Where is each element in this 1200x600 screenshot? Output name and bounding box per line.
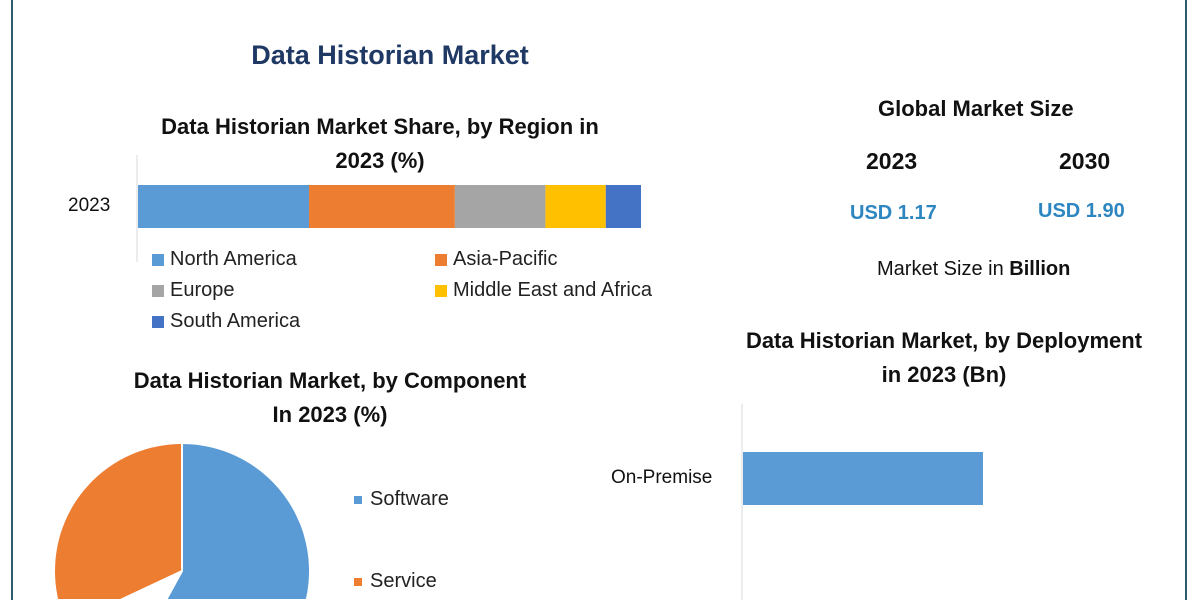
component-title-line1: Data Historian Market, by Component bbox=[133, 368, 527, 393]
legend-asia-pacific: Asia-Pacific bbox=[435, 248, 557, 271]
deployment-category-label: On-Premise bbox=[611, 467, 713, 488]
left-frame-line bbox=[11, 0, 13, 600]
value-2030: USD 1.90 bbox=[1038, 200, 1125, 222]
main-title: Data Historian Market bbox=[251, 40, 529, 70]
bar-segment-north-america bbox=[138, 185, 310, 228]
region-title-line2: 2023 (%) bbox=[335, 148, 425, 173]
region-title-line1: Data Historian Market Share, by Region i… bbox=[161, 114, 599, 139]
right-frame-line bbox=[1185, 0, 1187, 600]
legend-europe: Europe bbox=[152, 279, 235, 302]
pie-slice-software bbox=[119, 442, 311, 600]
legend-swatch bbox=[354, 577, 362, 586]
deployment-title-line2: in 2023 (Bn) bbox=[881, 362, 1007, 387]
component-title-line2: In 2023 (%) bbox=[272, 402, 388, 427]
region-chart-title: Data Historian Market Share, by Region i… bbox=[80, 110, 680, 178]
pie-slice-service bbox=[53, 442, 183, 600]
legend-swatch bbox=[354, 495, 362, 504]
legend-swatch bbox=[435, 253, 447, 266]
legend-north-america: North America bbox=[152, 248, 297, 271]
legend-mea: Middle East and Africa bbox=[435, 279, 652, 302]
legend-swatch bbox=[152, 253, 164, 266]
global-title: Global Market Size bbox=[878, 96, 1074, 121]
value-2023: USD 1.17 bbox=[850, 202, 937, 224]
year-2023: 2023 bbox=[866, 148, 918, 174]
deployment-chart-title: Data Historian Market, by Deployment in … bbox=[644, 324, 1200, 392]
bar-segment-europe bbox=[454, 185, 546, 228]
legend-software: Software bbox=[354, 488, 449, 511]
legend-service: Service bbox=[354, 570, 437, 593]
legend-south-america: South America bbox=[152, 310, 300, 333]
region-category-label: 2023 bbox=[68, 195, 111, 216]
bar-on-premise bbox=[743, 452, 983, 505]
legend-swatch bbox=[152, 284, 164, 297]
market-size-note: Market Size in Billion bbox=[877, 258, 1071, 280]
legend-swatch bbox=[152, 315, 164, 328]
deployment-title-line1: Data Historian Market, by Deployment bbox=[745, 328, 1143, 353]
component-chart-title: Data Historian Market, by Component In 2… bbox=[30, 364, 630, 432]
legend-swatch bbox=[435, 284, 447, 297]
year-2030: 2030 bbox=[1059, 148, 1111, 174]
bar-segment-middle-east-and-africa bbox=[545, 185, 606, 228]
bar-segment-asia-pacific bbox=[309, 185, 455, 228]
bar-segment-south-america bbox=[605, 185, 641, 228]
